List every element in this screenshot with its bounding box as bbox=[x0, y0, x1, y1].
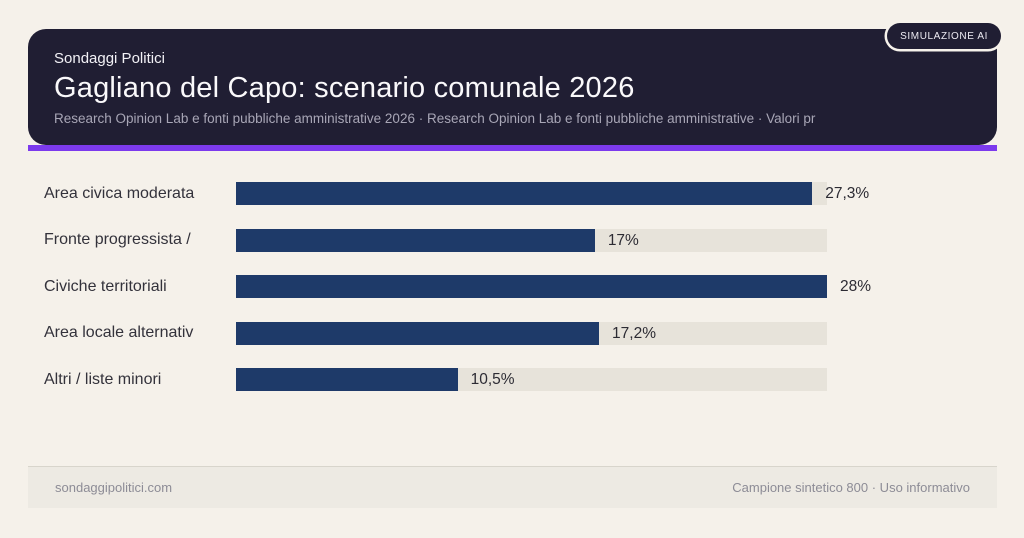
bar bbox=[236, 368, 458, 391]
value-label: 10,5% bbox=[470, 371, 515, 388]
category-label: Area locale alternativ bbox=[44, 324, 194, 341]
chart-row: Civiche territoriali 28% bbox=[44, 275, 871, 298]
chart-row: Area civica moderata 27,3% bbox=[44, 182, 869, 205]
chart-row: Fronte progressista / 17% bbox=[44, 228, 827, 252]
source-subtitle: Research Opinion Lab e fonti pubbliche a… bbox=[54, 111, 816, 126]
bar bbox=[236, 182, 813, 205]
bar-track: 17% bbox=[236, 228, 827, 252]
accent-divider bbox=[28, 145, 997, 151]
chart-row: Area locale alternativ 17,2% bbox=[44, 321, 827, 345]
bar bbox=[236, 275, 827, 298]
bar-track: 27,3% bbox=[236, 182, 869, 205]
category-label: Civiche territoriali bbox=[44, 277, 167, 295]
footer: sondaggipolitici.com Campione sintetico … bbox=[28, 466, 997, 508]
bar-track: 10,5% bbox=[236, 368, 827, 391]
value-label: 17% bbox=[607, 231, 639, 249]
value-label: 17,2% bbox=[612, 324, 656, 342]
bar bbox=[236, 228, 595, 252]
bar bbox=[236, 321, 600, 345]
value-label: 27,3% bbox=[825, 185, 870, 202]
header-card: Sondaggi Politici Gagliano del Capo: sce… bbox=[28, 23, 1001, 145]
footer-site: sondaggipolitici.com bbox=[55, 480, 173, 495]
footer-note: Campione sintetico 800 · Uso informativo bbox=[732, 480, 970, 495]
bar-track: 17,2% bbox=[236, 321, 827, 345]
simulation-badge: SIMULAZIONE AI bbox=[887, 23, 1001, 49]
category-label: Area civica moderata bbox=[44, 184, 195, 202]
brand-name: Sondaggi Politici bbox=[54, 50, 165, 67]
bar-track: 28% bbox=[236, 275, 871, 298]
value-label: 28% bbox=[840, 278, 872, 295]
category-label: Altri / liste minori bbox=[44, 370, 162, 388]
bar-chart: Area civica moderata 27,3% Fronte progre… bbox=[44, 182, 871, 415]
page-title: Gagliano del Capo: scenario comunale 202… bbox=[54, 72, 635, 104]
chart-row: Altri / liste minori 10,5% bbox=[44, 368, 827, 391]
category-label: Fronte progressista / bbox=[44, 231, 191, 248]
